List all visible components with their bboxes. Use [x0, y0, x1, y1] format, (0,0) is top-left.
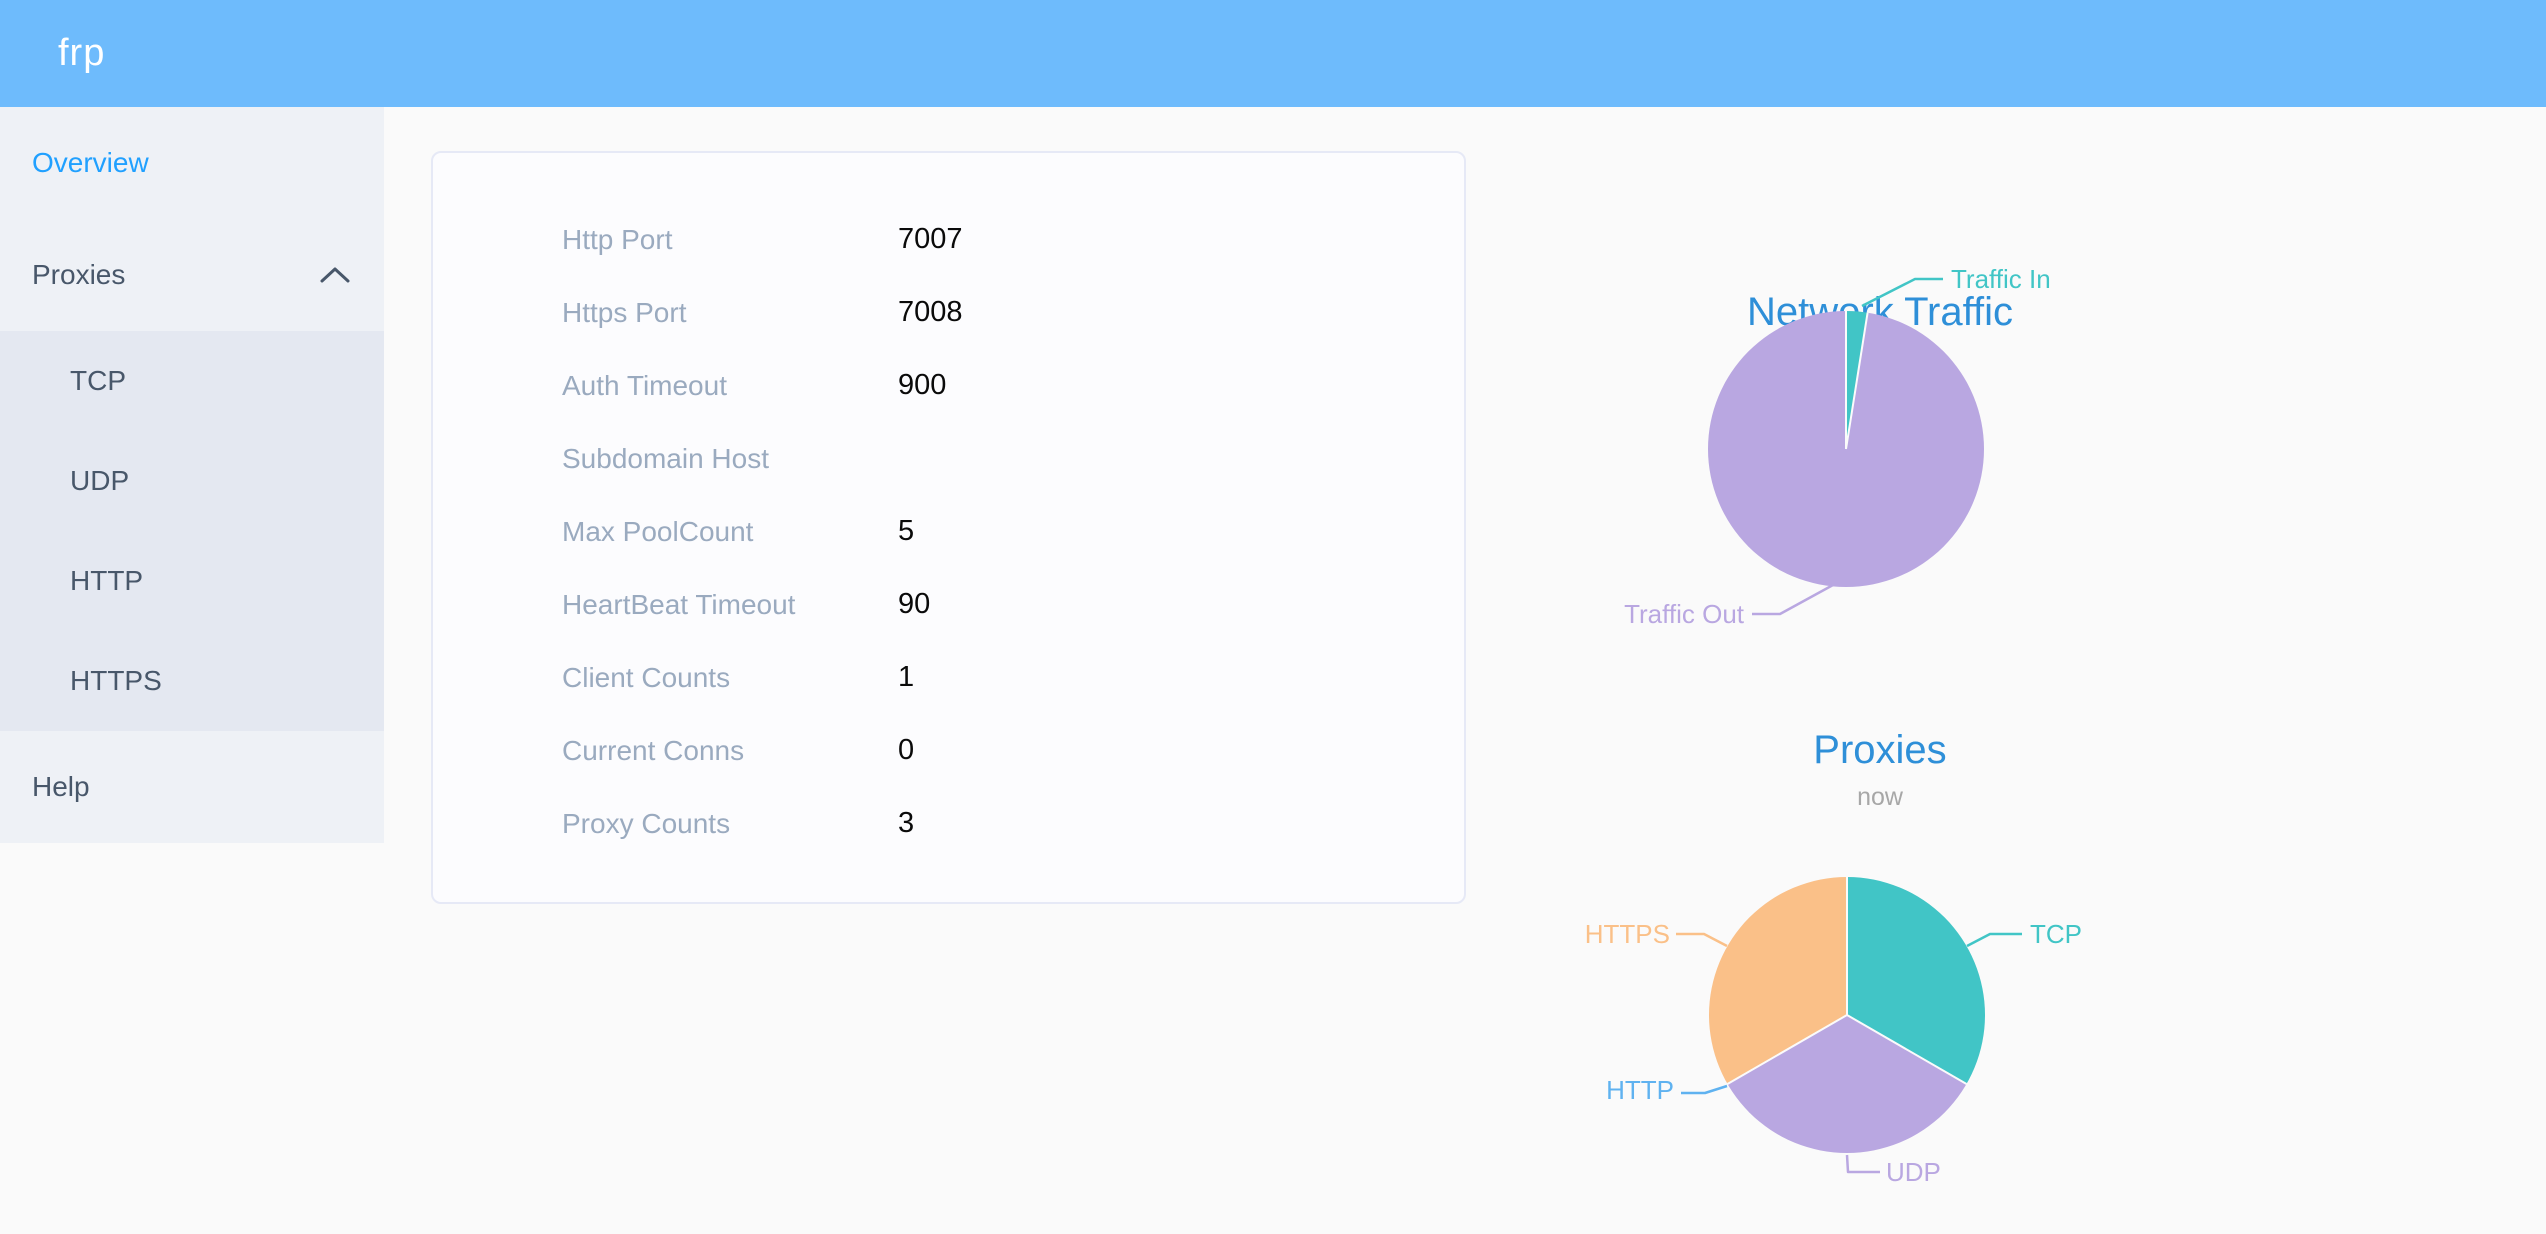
sidebar: Overview Proxies TCP UDP HTTP HTTPS Help — [0, 107, 384, 843]
pie-label-https: HTTPS — [1584, 919, 1670, 949]
sidebar-item-udp[interactable]: UDP — [0, 431, 384, 531]
sidebar-item-label: UDP — [70, 465, 130, 496]
info-value: 1 — [898, 661, 915, 693]
info-label: Proxy Counts — [562, 807, 731, 839]
sidebar-item-http[interactable]: HTTP — [0, 531, 384, 631]
info-row: Subdomain Host — [433, 422, 1464, 495]
chart-title: Proxies — [1813, 728, 1947, 772]
info-value: 7007 — [898, 223, 963, 255]
sidebar-item-tcp[interactable]: TCP — [0, 331, 384, 431]
proxies-chart: Proxies now TCP HTTPS HTTP UDP — [1560, 690, 2200, 1234]
pie-label-traffic-out: Traffic Out — [1624, 599, 1744, 629]
info-row: Http Port 7007 — [433, 203, 1464, 276]
info-value: 3 — [898, 807, 915, 839]
sidebar-item-label: Proxies — [32, 259, 126, 290]
chart-subtitle: now — [1857, 783, 1903, 811]
info-value: 90 — [898, 588, 931, 620]
chevron-up-icon — [320, 267, 350, 283]
proxies-pie[interactable] — [1709, 877, 1985, 1153]
label-line-tcp — [1966, 932, 2022, 948]
info-label: Subdomain Host — [562, 442, 770, 474]
label-line-udp — [1845, 1154, 1880, 1174]
pie-label-tcp: TCP — [2030, 919, 2082, 949]
info-label: HeartBeat Timeout — [562, 588, 796, 620]
pie-label-udp: UDP — [1886, 1157, 1941, 1187]
label-line-https — [1676, 932, 1728, 948]
info-label: Max PoolCount — [562, 515, 754, 547]
info-label: Https Port — [562, 296, 687, 328]
info-row: Https Port 7008 — [433, 276, 1464, 349]
sidebar-submenu: TCP UDP HTTP HTTPS — [0, 331, 384, 731]
label-line-traffic-out — [1752, 583, 1834, 616]
server-info-card: Http Port 7007 Https Port 7008 Auth Time… — [431, 151, 1466, 904]
pie-label-traffic-in: Traffic In — [1951, 264, 2051, 294]
network-traffic-pie[interactable] — [1708, 311, 1984, 587]
sidebar-item-label: HTTPS — [70, 665, 162, 696]
app-logo: frp — [58, 32, 106, 74]
info-row: Client Counts 1 — [433, 641, 1464, 714]
info-row: Max PoolCount 5 — [433, 495, 1464, 568]
info-value: 5 — [898, 515, 915, 547]
network-traffic-chart: Network Traffic today Traffic In Traffic… — [1560, 130, 2200, 670]
info-value: 900 — [898, 369, 947, 401]
sidebar-item-label: Overview — [32, 147, 149, 178]
info-row: Current Conns 0 — [433, 714, 1464, 787]
info-label: Auth Timeout — [562, 369, 727, 401]
pie-label-http: HTTP — [1606, 1075, 1674, 1105]
sidebar-item-help[interactable]: Help — [0, 731, 384, 843]
info-label: Http Port — [562, 223, 673, 255]
info-value: 7008 — [898, 296, 963, 328]
sidebar-item-label: TCP — [70, 365, 126, 396]
sidebar-item-label: Help — [32, 771, 90, 802]
info-row: Auth Timeout 900 — [433, 349, 1464, 422]
info-row: HeartBeat Timeout 90 — [433, 568, 1464, 641]
info-row: Proxy Counts 3 — [433, 787, 1464, 860]
info-label: Current Conns — [562, 734, 745, 766]
sidebar-item-https[interactable]: HTTPS — [0, 631, 384, 731]
info-label: Client Counts — [562, 661, 731, 693]
label-line-http — [1681, 1084, 1728, 1095]
app-header: frp — [0, 0, 2546, 107]
info-value: 0 — [898, 734, 915, 766]
sidebar-item-label: HTTP — [70, 565, 144, 596]
sidebar-item-proxies[interactable]: Proxies — [0, 219, 384, 331]
sidebar-item-overview[interactable]: Overview — [0, 107, 384, 219]
